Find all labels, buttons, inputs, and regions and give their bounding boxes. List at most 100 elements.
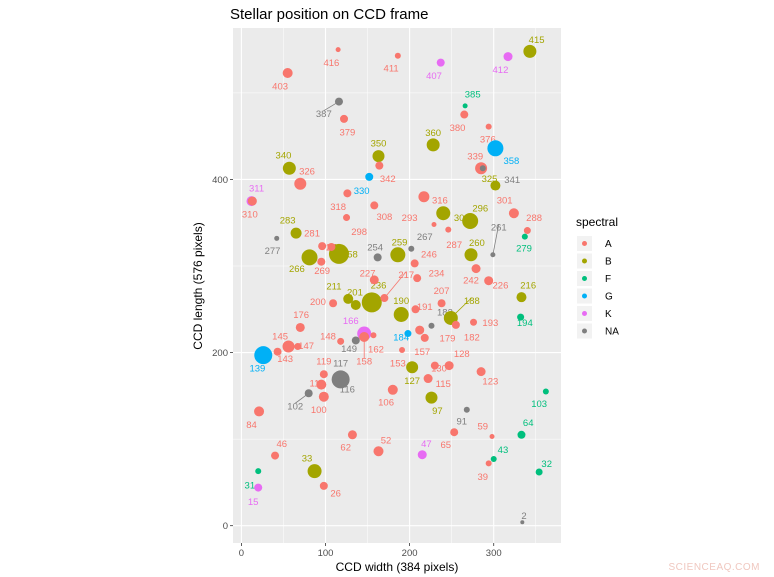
point-label-147: 147 bbox=[298, 341, 314, 352]
data-point-182 bbox=[451, 320, 460, 329]
legend-label-B: B bbox=[605, 257, 612, 268]
point-label-341: 341 bbox=[504, 175, 520, 186]
data-point-46 bbox=[271, 451, 280, 460]
legend-key-G bbox=[582, 293, 587, 299]
data-point-97 bbox=[425, 391, 438, 404]
point-label-176: 176 bbox=[293, 310, 309, 321]
point-label-145: 145 bbox=[272, 332, 288, 343]
point-label-330: 330 bbox=[354, 186, 370, 197]
point-label-260: 260 bbox=[469, 238, 485, 249]
legend-key-F bbox=[582, 276, 587, 281]
data-point-412 bbox=[503, 52, 513, 62]
y-tick-label: 0 bbox=[223, 521, 228, 532]
point-label-385: 385 bbox=[465, 89, 481, 100]
data-point-127 bbox=[406, 361, 419, 374]
data-point-84 bbox=[254, 406, 265, 417]
point-label-46: 46 bbox=[276, 439, 287, 450]
point-label-43: 43 bbox=[498, 445, 509, 456]
data-point-376 bbox=[485, 123, 492, 130]
data-point-130 bbox=[430, 361, 439, 370]
point-label-149: 149 bbox=[341, 344, 357, 355]
point-label-182: 182 bbox=[464, 333, 480, 344]
point-label-296: 296 bbox=[472, 204, 488, 215]
data-point-358 bbox=[487, 140, 504, 157]
data-point-287 bbox=[445, 226, 452, 233]
data-point-385 bbox=[462, 103, 468, 109]
point-label-190: 190 bbox=[393, 296, 409, 307]
data-point-179 bbox=[415, 325, 425, 335]
point-label-298: 298 bbox=[351, 227, 367, 238]
data-point-157 bbox=[420, 333, 429, 342]
point-label-106: 106 bbox=[378, 397, 394, 408]
point-label-259: 259 bbox=[392, 237, 408, 248]
point-label-242: 242 bbox=[463, 275, 479, 286]
point-label-407: 407 bbox=[426, 71, 442, 82]
point-label-254: 254 bbox=[367, 242, 383, 253]
data-point-183 bbox=[428, 322, 435, 329]
legend-key-A bbox=[582, 241, 587, 246]
data-point-379 bbox=[340, 114, 349, 123]
legend-title: spectral bbox=[576, 215, 618, 229]
data-point-310 bbox=[247, 196, 257, 206]
point-label-188: 188 bbox=[464, 296, 480, 307]
data-point-360 bbox=[426, 138, 440, 152]
data-point-259 bbox=[390, 247, 406, 263]
data-point-340 bbox=[282, 161, 296, 175]
point-label-227: 227 bbox=[360, 268, 376, 279]
point-label-65: 65 bbox=[440, 440, 451, 451]
point-label-153: 153 bbox=[390, 358, 406, 369]
chart-title: Stellar position on CCD frame bbox=[230, 6, 428, 23]
data-point-103 bbox=[542, 388, 549, 395]
point-label-130: 130 bbox=[431, 364, 447, 375]
point-label-236: 236 bbox=[371, 281, 387, 292]
y-tick-label: 400 bbox=[212, 175, 228, 186]
point-label-191: 191 bbox=[417, 302, 433, 313]
point-label-376: 376 bbox=[480, 134, 496, 145]
data-point-350 bbox=[372, 150, 385, 163]
data-point-153 bbox=[399, 346, 406, 353]
data-point-15 bbox=[254, 483, 263, 492]
data-points bbox=[246, 44, 549, 525]
data-point-416 bbox=[335, 47, 341, 53]
data-point-149 bbox=[351, 336, 360, 345]
data-point-330 bbox=[365, 172, 374, 181]
data-point-62 bbox=[347, 430, 357, 440]
point-label-302: 302 bbox=[454, 213, 470, 224]
data-point-184 bbox=[404, 330, 412, 338]
data-point-190 bbox=[393, 306, 409, 322]
point-label-59: 59 bbox=[477, 422, 488, 433]
point-label-157: 157 bbox=[414, 347, 430, 358]
data-point-33 bbox=[307, 464, 322, 479]
point-label-52: 52 bbox=[381, 436, 392, 447]
data-point-308 bbox=[370, 201, 379, 210]
data-point-277 bbox=[274, 235, 280, 241]
data-point-47 bbox=[417, 450, 427, 460]
data-point-288 bbox=[523, 227, 531, 235]
point-label-310: 310 bbox=[242, 210, 258, 221]
point-label-100: 100 bbox=[311, 405, 327, 416]
point-label-340: 340 bbox=[276, 151, 292, 162]
point-label-127: 127 bbox=[404, 376, 420, 387]
point-label-26: 26 bbox=[330, 488, 341, 499]
point-label-211: 211 bbox=[326, 281, 341, 292]
data-point-266 bbox=[301, 249, 318, 266]
legend-label-F: F bbox=[605, 274, 611, 285]
point-label-128: 128 bbox=[454, 349, 470, 360]
point-label-143: 143 bbox=[277, 354, 293, 365]
point-label-311: 311 bbox=[249, 184, 264, 195]
point-label-358: 358 bbox=[503, 156, 519, 167]
data-point-128 bbox=[444, 361, 454, 371]
data-point-102 bbox=[304, 389, 313, 398]
point-label-39: 39 bbox=[477, 472, 488, 483]
point-label-216: 216 bbox=[520, 281, 536, 292]
data-point-123 bbox=[476, 367, 486, 377]
data-point-191 bbox=[411, 305, 420, 314]
data-point-283 bbox=[290, 227, 302, 239]
x-tick-label: 200 bbox=[402, 548, 418, 559]
point-label-279: 279 bbox=[516, 243, 532, 254]
point-label-2: 2 bbox=[521, 511, 526, 522]
point-label-246: 246 bbox=[421, 249, 437, 260]
point-label-266: 266 bbox=[289, 264, 305, 275]
y-tick-label: 200 bbox=[212, 348, 228, 359]
grid bbox=[233, 28, 561, 543]
